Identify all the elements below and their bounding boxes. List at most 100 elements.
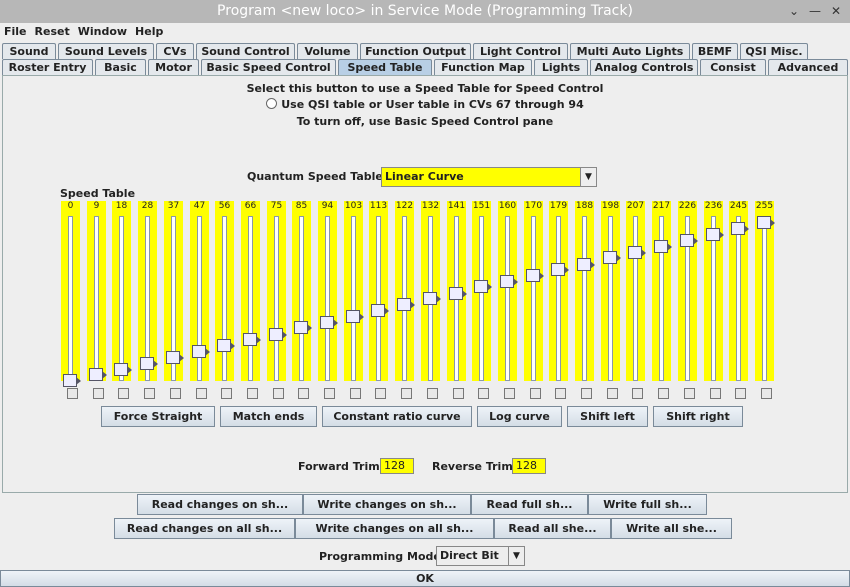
tab-function-map[interactable]: Function Map xyxy=(434,59,532,75)
speed-step-slider[interactable]: 160 xyxy=(498,201,518,381)
slider-thumb[interactable] xyxy=(603,251,621,264)
tab-motor[interactable]: Motor xyxy=(148,59,199,75)
close-icon[interactable]: ✕ xyxy=(830,4,842,18)
slider-track[interactable] xyxy=(711,216,716,381)
slider-thumb[interactable] xyxy=(577,258,595,271)
slider-track[interactable] xyxy=(68,216,73,381)
minimize-icon[interactable]: — xyxy=(809,4,821,18)
speed-step-slider[interactable]: 103 xyxy=(344,201,364,381)
slider-thumb[interactable] xyxy=(294,321,312,334)
tab-basic-speed-control[interactable]: Basic Speed Control xyxy=(201,59,336,75)
tab-volume[interactable]: Volume xyxy=(297,43,358,59)
speed-step-slider[interactable]: 122 xyxy=(395,201,415,381)
speed-step-slider[interactable]: 198 xyxy=(601,201,621,381)
slider-thumb[interactable] xyxy=(320,316,338,329)
speed-step-lock-checkbox[interactable] xyxy=(247,388,258,399)
slider-thumb[interactable] xyxy=(526,269,544,282)
slider-track[interactable] xyxy=(274,216,279,381)
log-curve-button[interactable]: Log curve xyxy=(477,406,562,427)
constant-ratio-curve-button[interactable]: Constant ratio curve xyxy=(322,406,472,427)
speed-step-lock-checkbox[interactable] xyxy=(581,388,592,399)
speed-step-slider[interactable]: 113 xyxy=(369,201,389,381)
slider-track[interactable] xyxy=(222,216,227,381)
speed-step-lock-checkbox[interactable] xyxy=(504,388,515,399)
slider-track[interactable] xyxy=(531,216,536,381)
read-full-sheet-button[interactable]: Read full sh... xyxy=(471,494,588,515)
slider-track[interactable] xyxy=(171,216,176,381)
speed-step-slider[interactable]: 151 xyxy=(472,201,492,381)
speed-table-radio-row[interactable]: Use QSI table or User table in CVs 67 th… xyxy=(0,98,850,111)
slider-thumb[interactable] xyxy=(346,310,364,323)
speed-step-slider[interactable]: 37 xyxy=(164,201,184,381)
speed-step-slider[interactable]: 141 xyxy=(447,201,467,381)
speed-step-slider[interactable]: 56 xyxy=(215,201,235,381)
speed-step-lock-checkbox[interactable] xyxy=(555,388,566,399)
speed-table-radio[interactable] xyxy=(266,98,278,109)
tab-light-control[interactable]: Light Control xyxy=(473,43,568,59)
slider-thumb[interactable] xyxy=(166,351,184,364)
slider-track[interactable] xyxy=(479,216,484,381)
forward-trim-field[interactable]: 128 xyxy=(380,458,414,474)
slider-thumb[interactable] xyxy=(731,222,749,235)
speed-step-slider[interactable]: 94 xyxy=(318,201,338,381)
speed-step-slider[interactable]: 226 xyxy=(678,201,698,381)
tab-cvs[interactable]: CVs xyxy=(156,43,194,59)
reverse-trim-field[interactable]: 128 xyxy=(512,458,546,474)
tab-bemf[interactable]: BEMF xyxy=(692,43,738,59)
slider-track[interactable] xyxy=(119,216,124,381)
menu-file[interactable]: File xyxy=(4,25,27,38)
speed-step-lock-checkbox[interactable] xyxy=(735,388,746,399)
slider-thumb[interactable] xyxy=(757,216,775,229)
slider-track[interactable] xyxy=(197,216,202,381)
speed-step-slider[interactable]: 9 xyxy=(87,201,107,381)
slider-thumb[interactable] xyxy=(449,287,467,300)
speed-step-lock-checkbox[interactable] xyxy=(401,388,412,399)
ok-button[interactable]: OK xyxy=(0,570,850,587)
slider-thumb[interactable] xyxy=(423,292,441,305)
slider-track[interactable] xyxy=(556,216,561,381)
slider-thumb[interactable] xyxy=(654,240,672,253)
slider-thumb[interactable] xyxy=(551,263,569,276)
tab-speed-table[interactable]: Speed Table xyxy=(338,59,432,75)
speed-step-slider[interactable]: 85 xyxy=(292,201,312,381)
slider-track[interactable] xyxy=(248,216,253,381)
tab-analog-controls[interactable]: Analog Controls xyxy=(590,59,698,75)
speed-step-lock-checkbox[interactable] xyxy=(144,388,155,399)
speed-step-lock-checkbox[interactable] xyxy=(298,388,309,399)
speed-step-slider[interactable]: 66 xyxy=(241,201,261,381)
write-changes-all-sheets-button[interactable]: Write changes on all sh... xyxy=(295,518,494,539)
write-all-sheets-button[interactable]: Write all she... xyxy=(611,518,732,539)
tab-sound-levels[interactable]: Sound Levels xyxy=(58,43,154,59)
quantum-speed-table-select[interactable]: Linear Curve ▼ xyxy=(381,167,597,187)
speed-step-lock-checkbox[interactable] xyxy=(607,388,618,399)
speed-step-lock-checkbox[interactable] xyxy=(93,388,104,399)
slider-thumb[interactable] xyxy=(474,280,492,293)
slider-track[interactable] xyxy=(736,216,741,381)
tab-lights[interactable]: Lights xyxy=(534,59,588,75)
match-ends-button[interactable]: Match ends xyxy=(220,406,317,427)
slider-track[interactable] xyxy=(685,216,690,381)
menu-window[interactable]: Window xyxy=(77,25,128,38)
slider-thumb[interactable] xyxy=(500,275,518,288)
tab-roster-entry[interactable]: Roster Entry xyxy=(2,59,93,75)
speed-step-slider[interactable]: 0 xyxy=(61,201,81,387)
slider-thumb[interactable] xyxy=(140,357,158,370)
speed-step-slider[interactable]: 255 xyxy=(755,201,775,381)
shift-right-button[interactable]: Shift right xyxy=(653,406,743,427)
speed-step-lock-checkbox[interactable] xyxy=(453,388,464,399)
speed-step-lock-checkbox[interactable] xyxy=(530,388,541,399)
read-changes-all-sheets-button[interactable]: Read changes on all sh... xyxy=(114,518,295,539)
menu-help[interactable]: Help xyxy=(135,25,164,38)
speed-step-lock-checkbox[interactable] xyxy=(67,388,78,399)
slider-thumb[interactable] xyxy=(628,246,646,259)
speed-step-lock-checkbox[interactable] xyxy=(350,388,361,399)
slider-thumb[interactable] xyxy=(217,339,235,352)
force-straight-button[interactable]: Force Straight xyxy=(101,406,215,427)
slider-track[interactable] xyxy=(145,216,150,381)
speed-step-lock-checkbox[interactable] xyxy=(170,388,181,399)
read-all-sheets-button[interactable]: Read all she... xyxy=(494,518,611,539)
read-changes-sheet-button[interactable]: Read changes on sh... xyxy=(137,494,303,515)
menu-reset[interactable]: Reset xyxy=(34,25,70,38)
slider-thumb[interactable] xyxy=(243,333,261,346)
speed-step-slider[interactable]: 75 xyxy=(267,201,287,381)
